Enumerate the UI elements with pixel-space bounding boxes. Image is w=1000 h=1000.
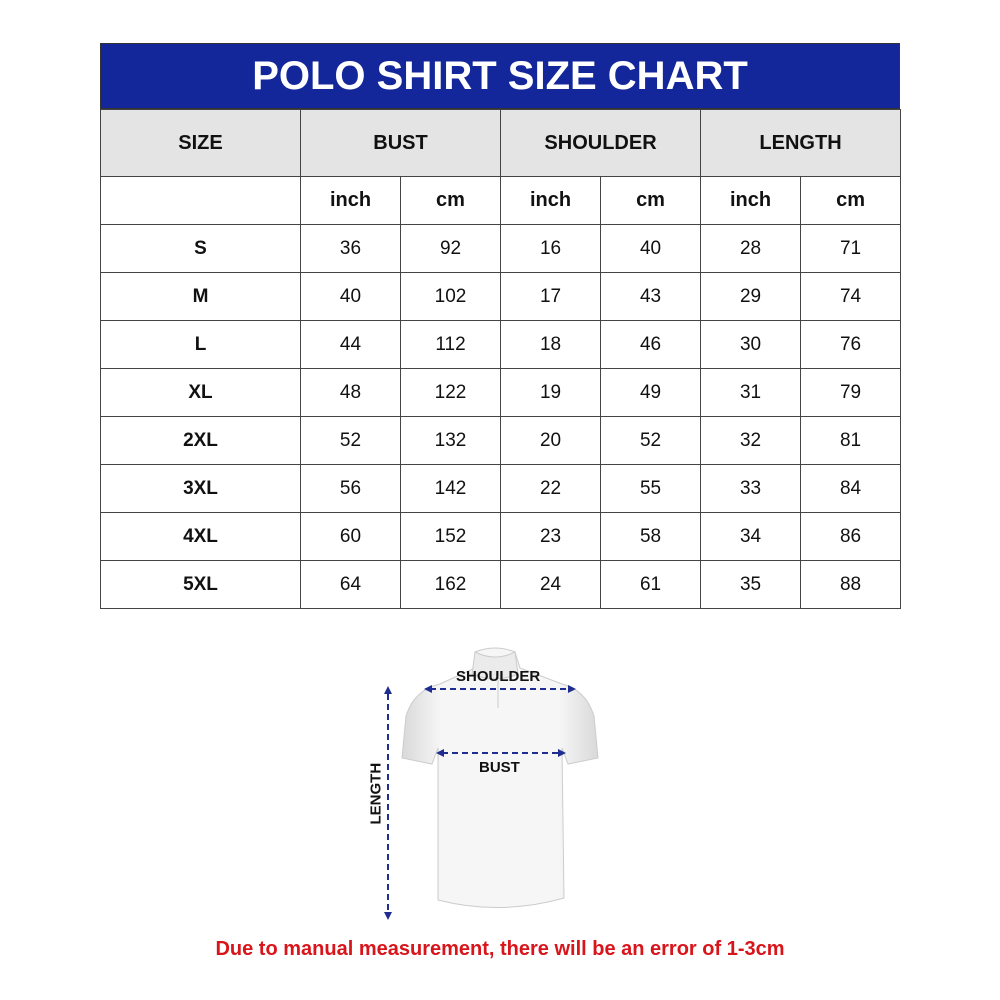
value-cell: 17 bbox=[500, 272, 602, 321]
size-cell: 4XL bbox=[100, 512, 301, 561]
size-cell: S bbox=[100, 224, 301, 273]
value-cell: 33 bbox=[700, 464, 802, 513]
value-cell: 152 bbox=[399, 512, 502, 561]
unit-cell: cm bbox=[800, 176, 902, 225]
value-cell: 40 bbox=[300, 272, 401, 321]
value-cell: 29 bbox=[700, 272, 802, 321]
value-cell: 142 bbox=[399, 464, 502, 513]
value-cell: 18 bbox=[500, 320, 602, 369]
value-cell: 58 bbox=[600, 512, 702, 561]
unit-cell: inch bbox=[700, 176, 802, 225]
value-cell: 162 bbox=[399, 560, 502, 609]
header-bust: BUST bbox=[299, 109, 502, 177]
shoulder-label: SHOULDER bbox=[456, 668, 541, 685]
size-cell: XL bbox=[100, 368, 301, 417]
chart-title: POLO SHIRT SIZE CHART bbox=[100, 43, 900, 109]
size-cell: M bbox=[100, 272, 301, 321]
value-cell: 48 bbox=[300, 368, 401, 417]
value-cell: 40 bbox=[600, 224, 702, 273]
value-cell: 74 bbox=[800, 272, 902, 321]
value-cell: 49 bbox=[600, 368, 702, 417]
value-cell: 19 bbox=[500, 368, 602, 417]
table-row: 4XL 60 152 23 58 34 86 bbox=[100, 512, 902, 561]
size-chart-table: POLO SHIRT SIZE CHART SIZE BUST SHOULDER… bbox=[100, 43, 902, 609]
value-cell: 34 bbox=[700, 512, 802, 561]
header-row: SIZE BUST SHOULDER LENGTH bbox=[100, 109, 902, 177]
value-cell: 88 bbox=[800, 560, 902, 609]
value-cell: 61 bbox=[600, 560, 702, 609]
value-cell: 56 bbox=[300, 464, 401, 513]
value-cell: 23 bbox=[500, 512, 602, 561]
header-shoulder: SHOULDER bbox=[500, 109, 702, 177]
value-cell: 52 bbox=[300, 416, 401, 465]
value-cell: 71 bbox=[800, 224, 902, 273]
value-cell: 84 bbox=[800, 464, 902, 513]
size-cell: L bbox=[100, 320, 301, 369]
arrow-head bbox=[424, 685, 432, 693]
shirt-measurement-diagram: SHOULDER BUST LENGTH bbox=[350, 640, 610, 930]
value-cell: 102 bbox=[399, 272, 502, 321]
value-cell: 60 bbox=[300, 512, 401, 561]
value-cell: 86 bbox=[800, 512, 902, 561]
arrow-head bbox=[568, 685, 576, 693]
header-length: LENGTH bbox=[700, 109, 902, 177]
value-cell: 32 bbox=[700, 416, 802, 465]
table-row: S 36 92 16 40 28 71 bbox=[100, 224, 902, 273]
value-cell: 20 bbox=[500, 416, 602, 465]
value-cell: 112 bbox=[399, 320, 502, 369]
value-cell: 44 bbox=[300, 320, 401, 369]
table-row: L 44 112 18 46 30 76 bbox=[100, 320, 902, 369]
unit-blank bbox=[100, 176, 301, 225]
measurement-note: Due to manual measurement, there will be… bbox=[215, 938, 785, 960]
value-cell: 64 bbox=[300, 560, 401, 609]
table-row: M 40 102 17 43 29 74 bbox=[100, 272, 902, 321]
unit-row: inch cm inch cm inch cm bbox=[100, 176, 902, 225]
value-cell: 43 bbox=[600, 272, 702, 321]
size-cell: 3XL bbox=[100, 464, 301, 513]
table-row: XL 48 122 19 49 31 79 bbox=[100, 368, 902, 417]
value-cell: 30 bbox=[700, 320, 802, 369]
table-row: 3XL 56 142 22 55 33 84 bbox=[100, 464, 902, 513]
header-size: SIZE bbox=[100, 109, 301, 177]
value-cell: 46 bbox=[600, 320, 702, 369]
value-cell: 92 bbox=[399, 224, 502, 273]
value-cell: 122 bbox=[399, 368, 502, 417]
value-cell: 35 bbox=[700, 560, 802, 609]
value-cell: 36 bbox=[300, 224, 401, 273]
value-cell: 52 bbox=[600, 416, 702, 465]
unit-cell: inch bbox=[500, 176, 602, 225]
value-cell: 16 bbox=[500, 224, 602, 273]
size-cell: 2XL bbox=[100, 416, 301, 465]
unit-cell: cm bbox=[399, 176, 502, 225]
value-cell: 31 bbox=[700, 368, 802, 417]
size-cell: 5XL bbox=[100, 560, 301, 609]
length-label: LENGTH bbox=[367, 762, 385, 825]
unit-cell: cm bbox=[600, 176, 702, 225]
polo-shirt-illustration bbox=[384, 647, 599, 920]
value-cell: 132 bbox=[399, 416, 502, 465]
value-cell: 24 bbox=[500, 560, 602, 609]
value-cell: 28 bbox=[700, 224, 802, 273]
value-cell: 79 bbox=[800, 368, 902, 417]
value-cell: 55 bbox=[600, 464, 702, 513]
table-row: 5XL 64 162 24 61 35 88 bbox=[100, 560, 902, 609]
bust-label: BUST bbox=[479, 759, 520, 776]
value-cell: 81 bbox=[800, 416, 902, 465]
value-cell: 76 bbox=[800, 320, 902, 369]
unit-cell: inch bbox=[300, 176, 401, 225]
value-cell: 22 bbox=[500, 464, 602, 513]
table-row: 2XL 52 132 20 52 32 81 bbox=[100, 416, 902, 465]
